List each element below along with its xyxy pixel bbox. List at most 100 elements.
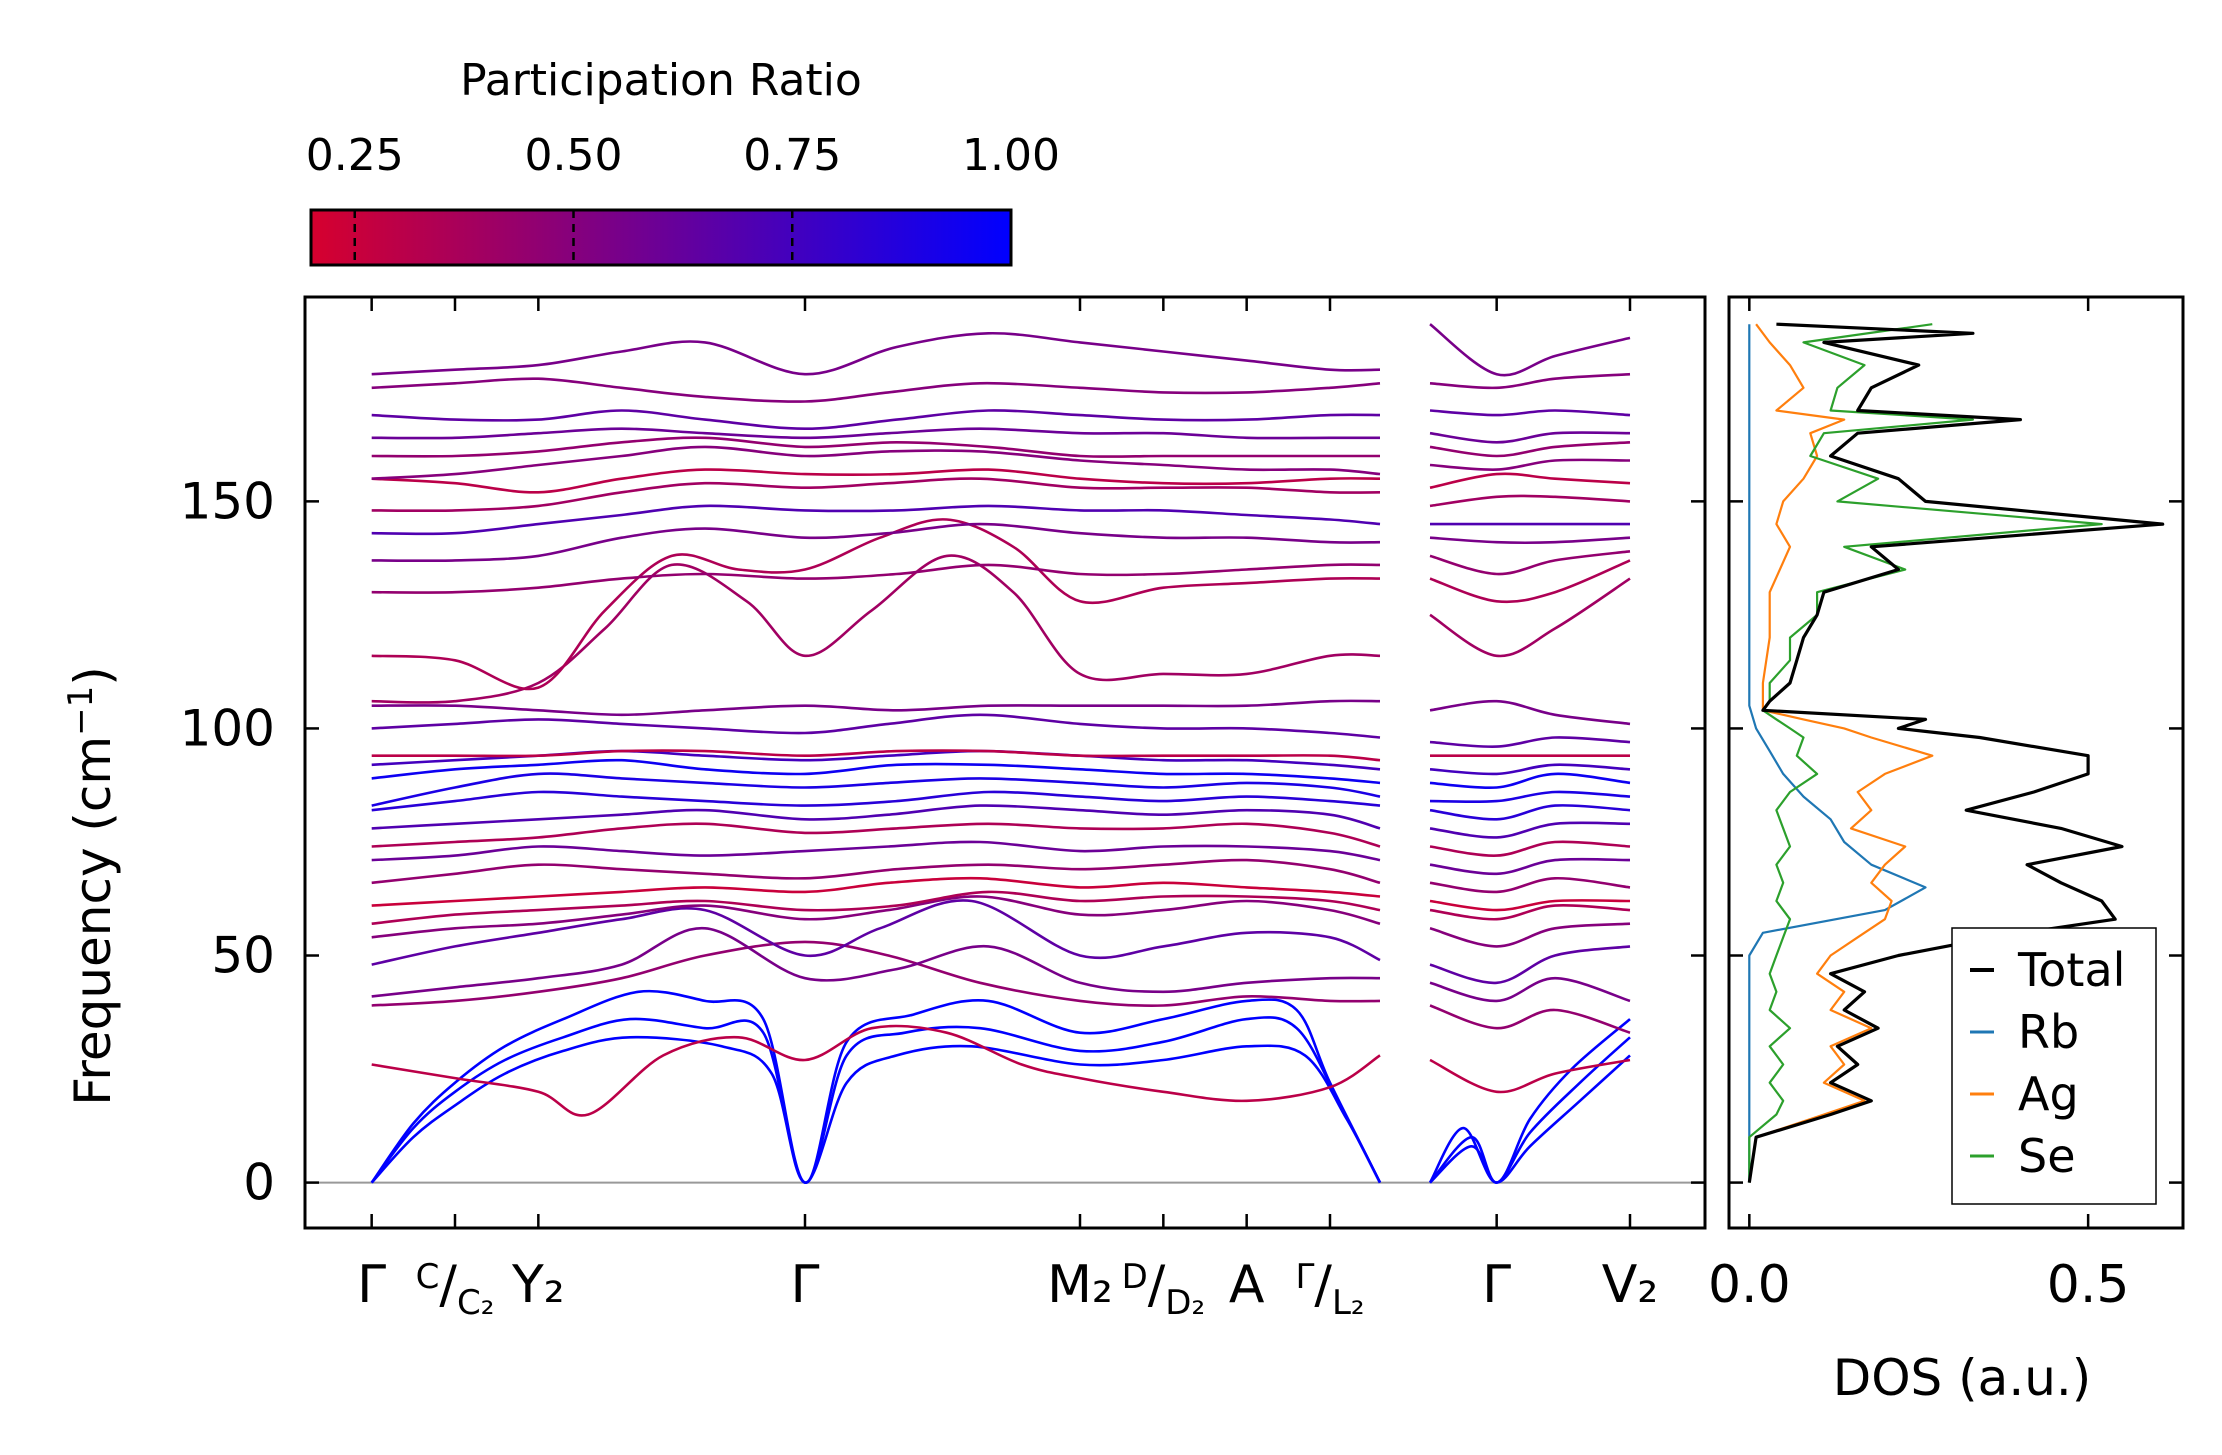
band-optical-low-1: [371, 1024, 1381, 1117]
band-axes-frame: [303, 295, 1707, 1230]
sym-label-sup: D: [1122, 1257, 1148, 1297]
sym-label-main: Γ: [791, 1255, 820, 1315]
band-optical-low-1: [1429, 1058, 1631, 1094]
legend-label: Rb: [2018, 1005, 2079, 1059]
legend-label: Total: [2017, 943, 2125, 997]
band-optical-mid-3: [1429, 904, 1631, 921]
sym-label-main: Y₂: [511, 1255, 565, 1315]
frequency-axis-label: Frequency (cm−1): [61, 666, 122, 1106]
dos-ticks: [1748, 297, 2090, 1228]
band-optical-high-6: [371, 477, 1381, 513]
band-optical-mid-2: [371, 895, 1381, 939]
band-acoustic-3: [370, 1035, 1382, 1184]
band-optical-high-13: [1429, 323, 1631, 377]
sym-label-sub: C₂: [457, 1283, 494, 1323]
y-tick-label: 50: [211, 927, 275, 985]
band-optical-mid-8: [371, 804, 1381, 830]
band-optical-high-8: [1429, 458, 1631, 471]
band-optical-high-9: [371, 436, 1380, 458]
colorbar-gradient: [309, 208, 1013, 267]
band-optical-mid-12: [1429, 763, 1631, 776]
sym-label-sup: Γ: [1295, 1257, 1314, 1297]
band-optical-high-12: [1429, 372, 1631, 390]
dos-tick-label: 0.0: [1708, 1255, 1791, 1315]
dos-curve-rb: [1748, 324, 1927, 1183]
y-tick-label: 100: [180, 699, 275, 757]
band-optical-high-11: [371, 409, 1381, 430]
band-acoustic-1: [1428, 1018, 1631, 1184]
band-optical-mid-9: [1429, 804, 1631, 821]
band-optical-mid-7: [371, 822, 1381, 848]
band-optical-mid-6: [1429, 857, 1631, 876]
sym-label-sup: C: [416, 1257, 440, 1297]
band-acoustic-3: [1429, 1054, 1631, 1184]
colorbar: Participation Ratio 0.25 0.50 0.75 1.00: [306, 55, 1060, 267]
dos-curve-ag: [1748, 323, 1934, 1183]
dos-legend: Total Rb Ag Se: [1951, 927, 2157, 1205]
sym-label-sub: D₂: [1165, 1283, 1205, 1323]
band-optical-mid-7: [1429, 840, 1631, 857]
sym-label: V₂: [1602, 1255, 1658, 1315]
band-acoustic-2: [1429, 1036, 1631, 1184]
dos-panel: 0.0 0.5 DOS (a.u.) Total Rb Ag Se: [1708, 295, 2185, 1407]
band-optical-low-3: [1429, 976, 1631, 1003]
band-optical-high-11: [1429, 409, 1631, 417]
dos-axes-frame: [1727, 295, 2185, 1230]
dos-curve-total: [1747, 322, 2165, 1183]
band-optical-high-1: [1429, 577, 1631, 658]
band-optical-high-5: [371, 504, 1381, 536]
sym-label: M₂: [1047, 1255, 1113, 1315]
colorbar-tick-label: 1.00: [962, 130, 1060, 181]
band-optical-high-2: [1429, 559, 1631, 604]
colorbar-title: Participation Ratio: [460, 55, 862, 106]
sym-label-main: Γ: [357, 1255, 386, 1315]
band-optical-high-3: [1429, 550, 1631, 576]
band-optical-high-7: [1429, 472, 1631, 489]
sym-label-main: A: [1229, 1255, 1265, 1315]
high-symmetry-ticks: [370, 297, 1632, 1228]
sym-label: C/C₂: [416, 1255, 495, 1323]
sym-label-sep: /: [1314, 1255, 1332, 1315]
band-optical-low-2: [1429, 1004, 1631, 1034]
dos-curve-se: [1748, 323, 2103, 1183]
band-optical-low-2: [371, 940, 1381, 1007]
band-optical-mid-4: [371, 876, 1381, 907]
sym-label: Γ: [357, 1255, 386, 1315]
sym-label-main: Γ: [1482, 1255, 1511, 1315]
band-optical-mid-14: [1429, 736, 1631, 748]
band-optical-high-4: [371, 522, 1381, 563]
y-tick-label: 150: [180, 472, 275, 530]
band-optical-mid-10: [371, 772, 1381, 807]
legend-label: Ag: [2018, 1067, 2079, 1121]
band-optical-high-6: [1429, 494, 1631, 508]
legend-label: Se: [2018, 1129, 2076, 1183]
high-symmetry-labels: Γ C/C₂ Y₂ Γ M₂ D/D₂ A Γ/L₂ Γ V₂: [357, 1255, 1658, 1323]
sym-label: Γ/L₂: [1295, 1255, 1364, 1323]
band-optical-mid-11: [371, 758, 1381, 785]
band-optical-high-8: [371, 445, 1381, 480]
sym-label: Γ: [1482, 1255, 1511, 1315]
band-optical-mid-5: [1429, 876, 1631, 894]
band-optical-mid-11: [1429, 772, 1631, 790]
sym-label-sep: /: [439, 1255, 457, 1315]
colorbar-ticks: [353, 210, 794, 265]
band-optical-mid-1: [1429, 945, 1631, 985]
dos-tick-labels: 0.0 0.5: [1708, 1255, 2130, 1315]
band-optical-mid-5: [371, 858, 1381, 885]
band-lines: [370, 323, 1631, 1184]
colorbar-tick-label: 0.25: [306, 130, 404, 181]
band-optical-high-12: [371, 377, 1381, 403]
band-optical-mid-2: [1429, 922, 1631, 948]
dos-axis-label: DOS (a.u.): [1833, 1349, 2092, 1407]
band-optical-mid-15: [1429, 699, 1631, 726]
y-tick-label: 0: [243, 1154, 275, 1212]
band-optical-high-1: [371, 554, 1381, 704]
band-optical-high-9: [1429, 441, 1631, 458]
ylabel-main: Frequency (cm: [64, 736, 122, 1106]
band-optical-mid-1: [371, 899, 1381, 966]
sym-label-main: M₂: [1047, 1255, 1113, 1315]
ylabel-superscript: −1: [61, 686, 101, 736]
colorbar-tick-label: 0.75: [743, 130, 841, 181]
band-optical-high-7: [371, 468, 1381, 494]
